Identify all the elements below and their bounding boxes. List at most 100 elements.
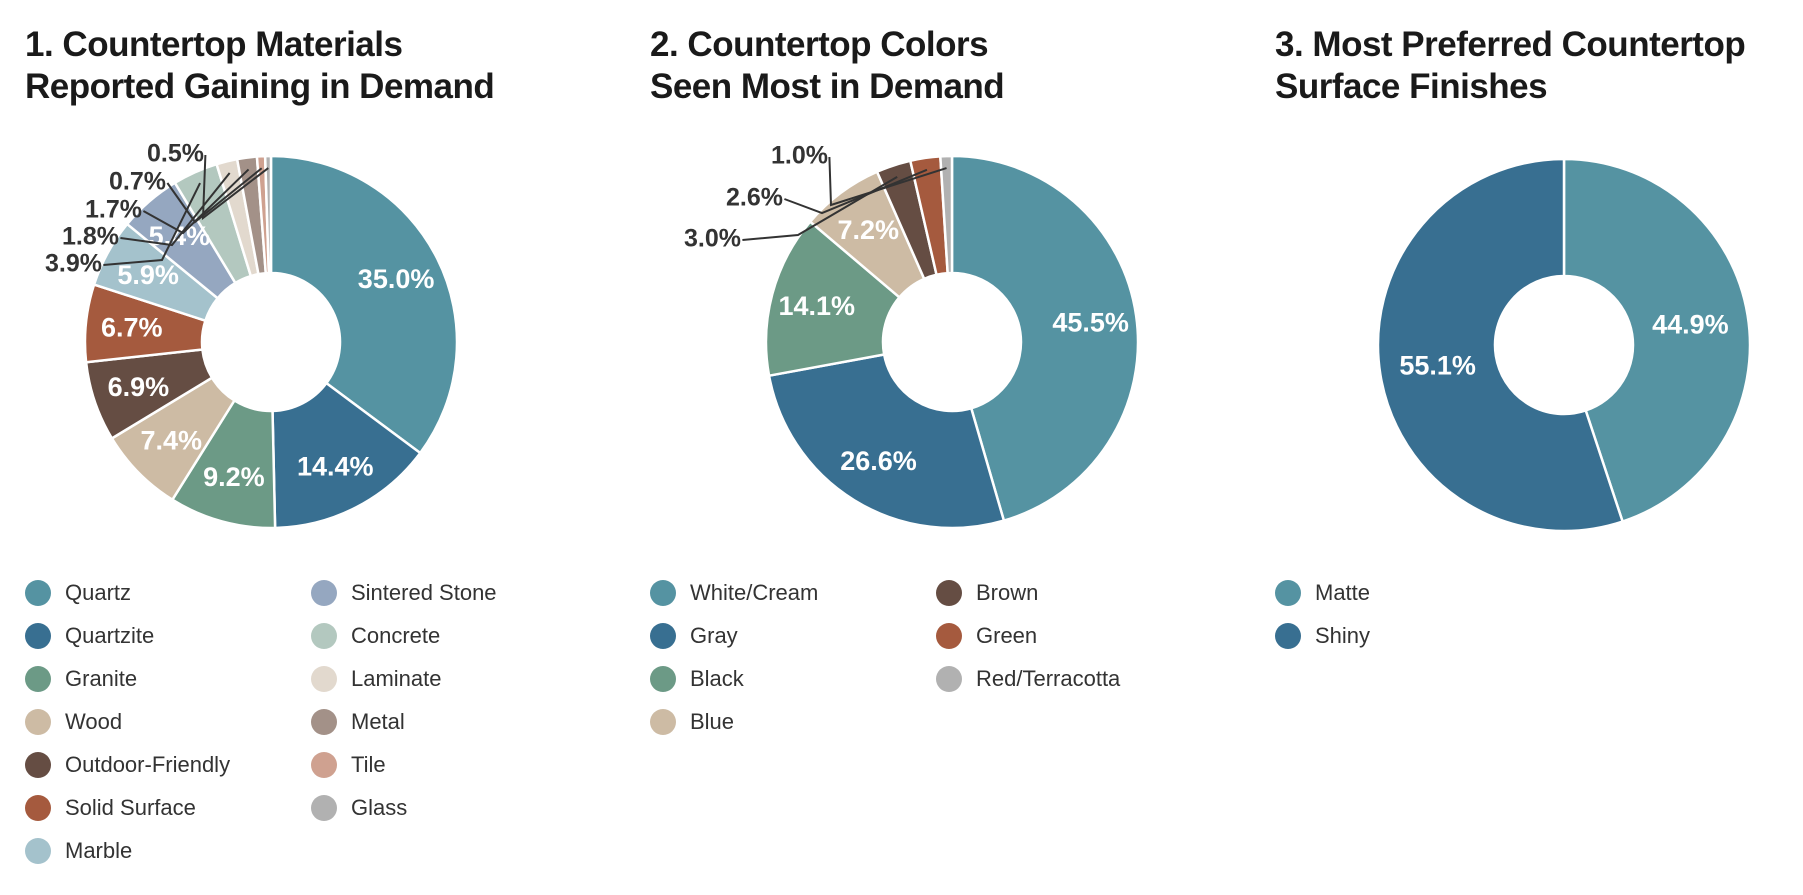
legend-item-granite: Granite — [25, 664, 137, 694]
slice-label-concrete: 3.9% — [45, 250, 102, 278]
slice-label-brown: 3.0% — [684, 225, 741, 253]
slice-label-shiny: 55.1% — [1399, 350, 1476, 380]
legend-label: Outdoor-Friendly — [65, 752, 231, 777]
legend-swatch — [25, 709, 51, 735]
legend-swatch — [936, 666, 962, 692]
leader-line-metal — [142, 168, 250, 235]
slice-label-blue: 7.2% — [838, 215, 900, 245]
legend-item-laminate: Laminate — [311, 664, 442, 694]
chart-title-line: Reported Gaining in Demand — [25, 67, 495, 106]
legend-swatch — [311, 752, 337, 778]
legend-item-marble: Marble — [25, 836, 132, 866]
slice-red-terracotta — [939, 154, 954, 275]
leader-line-tile — [166, 167, 263, 224]
slice-label-quartzite: 14.4% — [297, 451, 374, 481]
slice-label-black: 14.1% — [778, 291, 855, 321]
legend-swatch — [650, 623, 676, 649]
legend-item-wood: Wood — [25, 707, 122, 737]
legend-item-blue: Blue — [650, 707, 734, 737]
legend-swatch — [311, 795, 337, 821]
legend-label: Matte — [1315, 580, 1371, 605]
leader-line-concrete — [103, 182, 201, 266]
slice-quartzite — [271, 381, 422, 530]
legend-item-white-cream: White/Cream — [650, 578, 818, 608]
legend-swatch — [1275, 623, 1301, 649]
slice-label-gray: 26.6% — [840, 446, 917, 476]
legend-swatch — [25, 666, 51, 692]
chart-title-line: Seen Most in Demand — [650, 67, 1005, 106]
legend-swatch — [311, 580, 337, 606]
slice-label-granite: 9.2% — [203, 462, 265, 492]
legend-swatch — [25, 752, 51, 778]
legend-item-quartzite: Quartzite — [25, 621, 154, 651]
legend-label: Quartzite — [65, 623, 155, 648]
slice-label-solid-surface: 6.7% — [101, 313, 163, 343]
chart-panel-colors: 2. Countertop Colors Seen Most in Demand… — [650, 0, 1250, 895]
legend-label: Solid Surface — [65, 795, 196, 820]
slice-label-wood: 7.4% — [141, 425, 203, 455]
slice-label-metal: 1.7% — [85, 196, 142, 224]
legend-label: Tile — [351, 752, 386, 777]
leader-line-red-terracotta — [828, 156, 947, 207]
slice-label-marble: 5.9% — [117, 260, 179, 290]
legend-swatch — [311, 709, 337, 735]
legend-label: Shiny — [1315, 623, 1371, 648]
legend-label: Concrete — [351, 623, 441, 648]
legend-swatch — [650, 580, 676, 606]
slice-label-tile: 0.7% — [109, 168, 166, 196]
legend-item-black: Black — [650, 664, 744, 694]
legend-label: Black — [690, 666, 744, 691]
legend-label: Red/Terracotta — [976, 666, 1121, 691]
chart-title: 3. Most Preferred Countertop Surface Fin… — [1275, 24, 1746, 108]
legend-item-glass: Glass — [311, 793, 407, 823]
chart-title-line: 3. Most Preferred Countertop — [1275, 25, 1746, 64]
legend-swatch — [1275, 580, 1301, 606]
legend-label: Quartz — [65, 580, 132, 605]
legend-swatch — [936, 580, 962, 606]
legend-item-gray: Gray — [650, 621, 738, 651]
legend-label: White/Cream — [690, 580, 819, 605]
legend-item-outdoor-friendly: Outdoor-Friendly — [25, 750, 230, 780]
slice-white-cream — [950, 154, 1140, 522]
slice-label-laminate: 1.8% — [62, 223, 119, 251]
slice-label-matte: 44.9% — [1652, 310, 1729, 340]
slice-label-white-cream: 45.5% — [1052, 307, 1129, 337]
slice-shiny — [1376, 157, 1624, 533]
legend-swatch — [311, 623, 337, 649]
donut-chart-colors: 45.5% 26.6% 14.1% 7.2% 3.0% 2.6% 1.0% — [684, 142, 1140, 530]
slice-label-green: 2.6% — [726, 184, 783, 212]
legend-item-tile: Tile — [311, 750, 386, 780]
legend-item-green: Green — [936, 621, 1037, 651]
leader-line-green — [784, 168, 928, 215]
legend-item-concrete: Concrete — [311, 621, 440, 651]
chart-title-line: 1. Countertop Materials — [25, 25, 403, 64]
legend-item-red-terracotta: Red/Terracotta — [936, 664, 1120, 694]
slice-black — [764, 220, 901, 377]
chart-title: 2. Countertop Colors Seen Most in Demand — [650, 24, 1005, 108]
legend-swatch — [25, 795, 51, 821]
legend-label: Gray — [690, 623, 738, 648]
legend-label: Green — [976, 623, 1038, 648]
chart-title-line: 2. Countertop Colors — [650, 25, 989, 64]
legend-label: Wood — [65, 709, 123, 734]
donut-chart-materials: 35.0%14.4%9.2%7.4%6.9%6.7%5.9%5.4%3.9%1.… — [45, 140, 459, 530]
legend-swatch — [650, 666, 676, 692]
slice-label-glass: 0.5% — [147, 140, 204, 168]
slice-label-red-terracotta: 1.0% — [771, 142, 828, 170]
legend-item-matte: Matte — [1275, 578, 1370, 608]
legend-label: Sintered Stone — [351, 580, 497, 605]
slice-label-quartz: 35.0% — [358, 264, 435, 294]
leader-line-glass — [201, 154, 269, 221]
legend-swatch — [650, 709, 676, 735]
legend-label: Granite — [65, 666, 138, 691]
legend-label: Metal — [351, 709, 405, 734]
slice-label-outdoor-friendly: 6.9% — [108, 372, 170, 402]
legend-label: Brown — [976, 580, 1039, 605]
legend-swatch — [25, 838, 51, 864]
chart-panel-finishes: 3. Most Preferred Countertop Surface Fin… — [1275, 0, 1803, 895]
slice-matte — [1562, 157, 1752, 523]
legend-item-shiny: Shiny — [1275, 621, 1370, 651]
legend-item-solid-surface: Solid Surface — [25, 793, 196, 823]
slice-gray — [767, 353, 1006, 530]
chart-title-line: Surface Finishes — [1275, 67, 1548, 106]
